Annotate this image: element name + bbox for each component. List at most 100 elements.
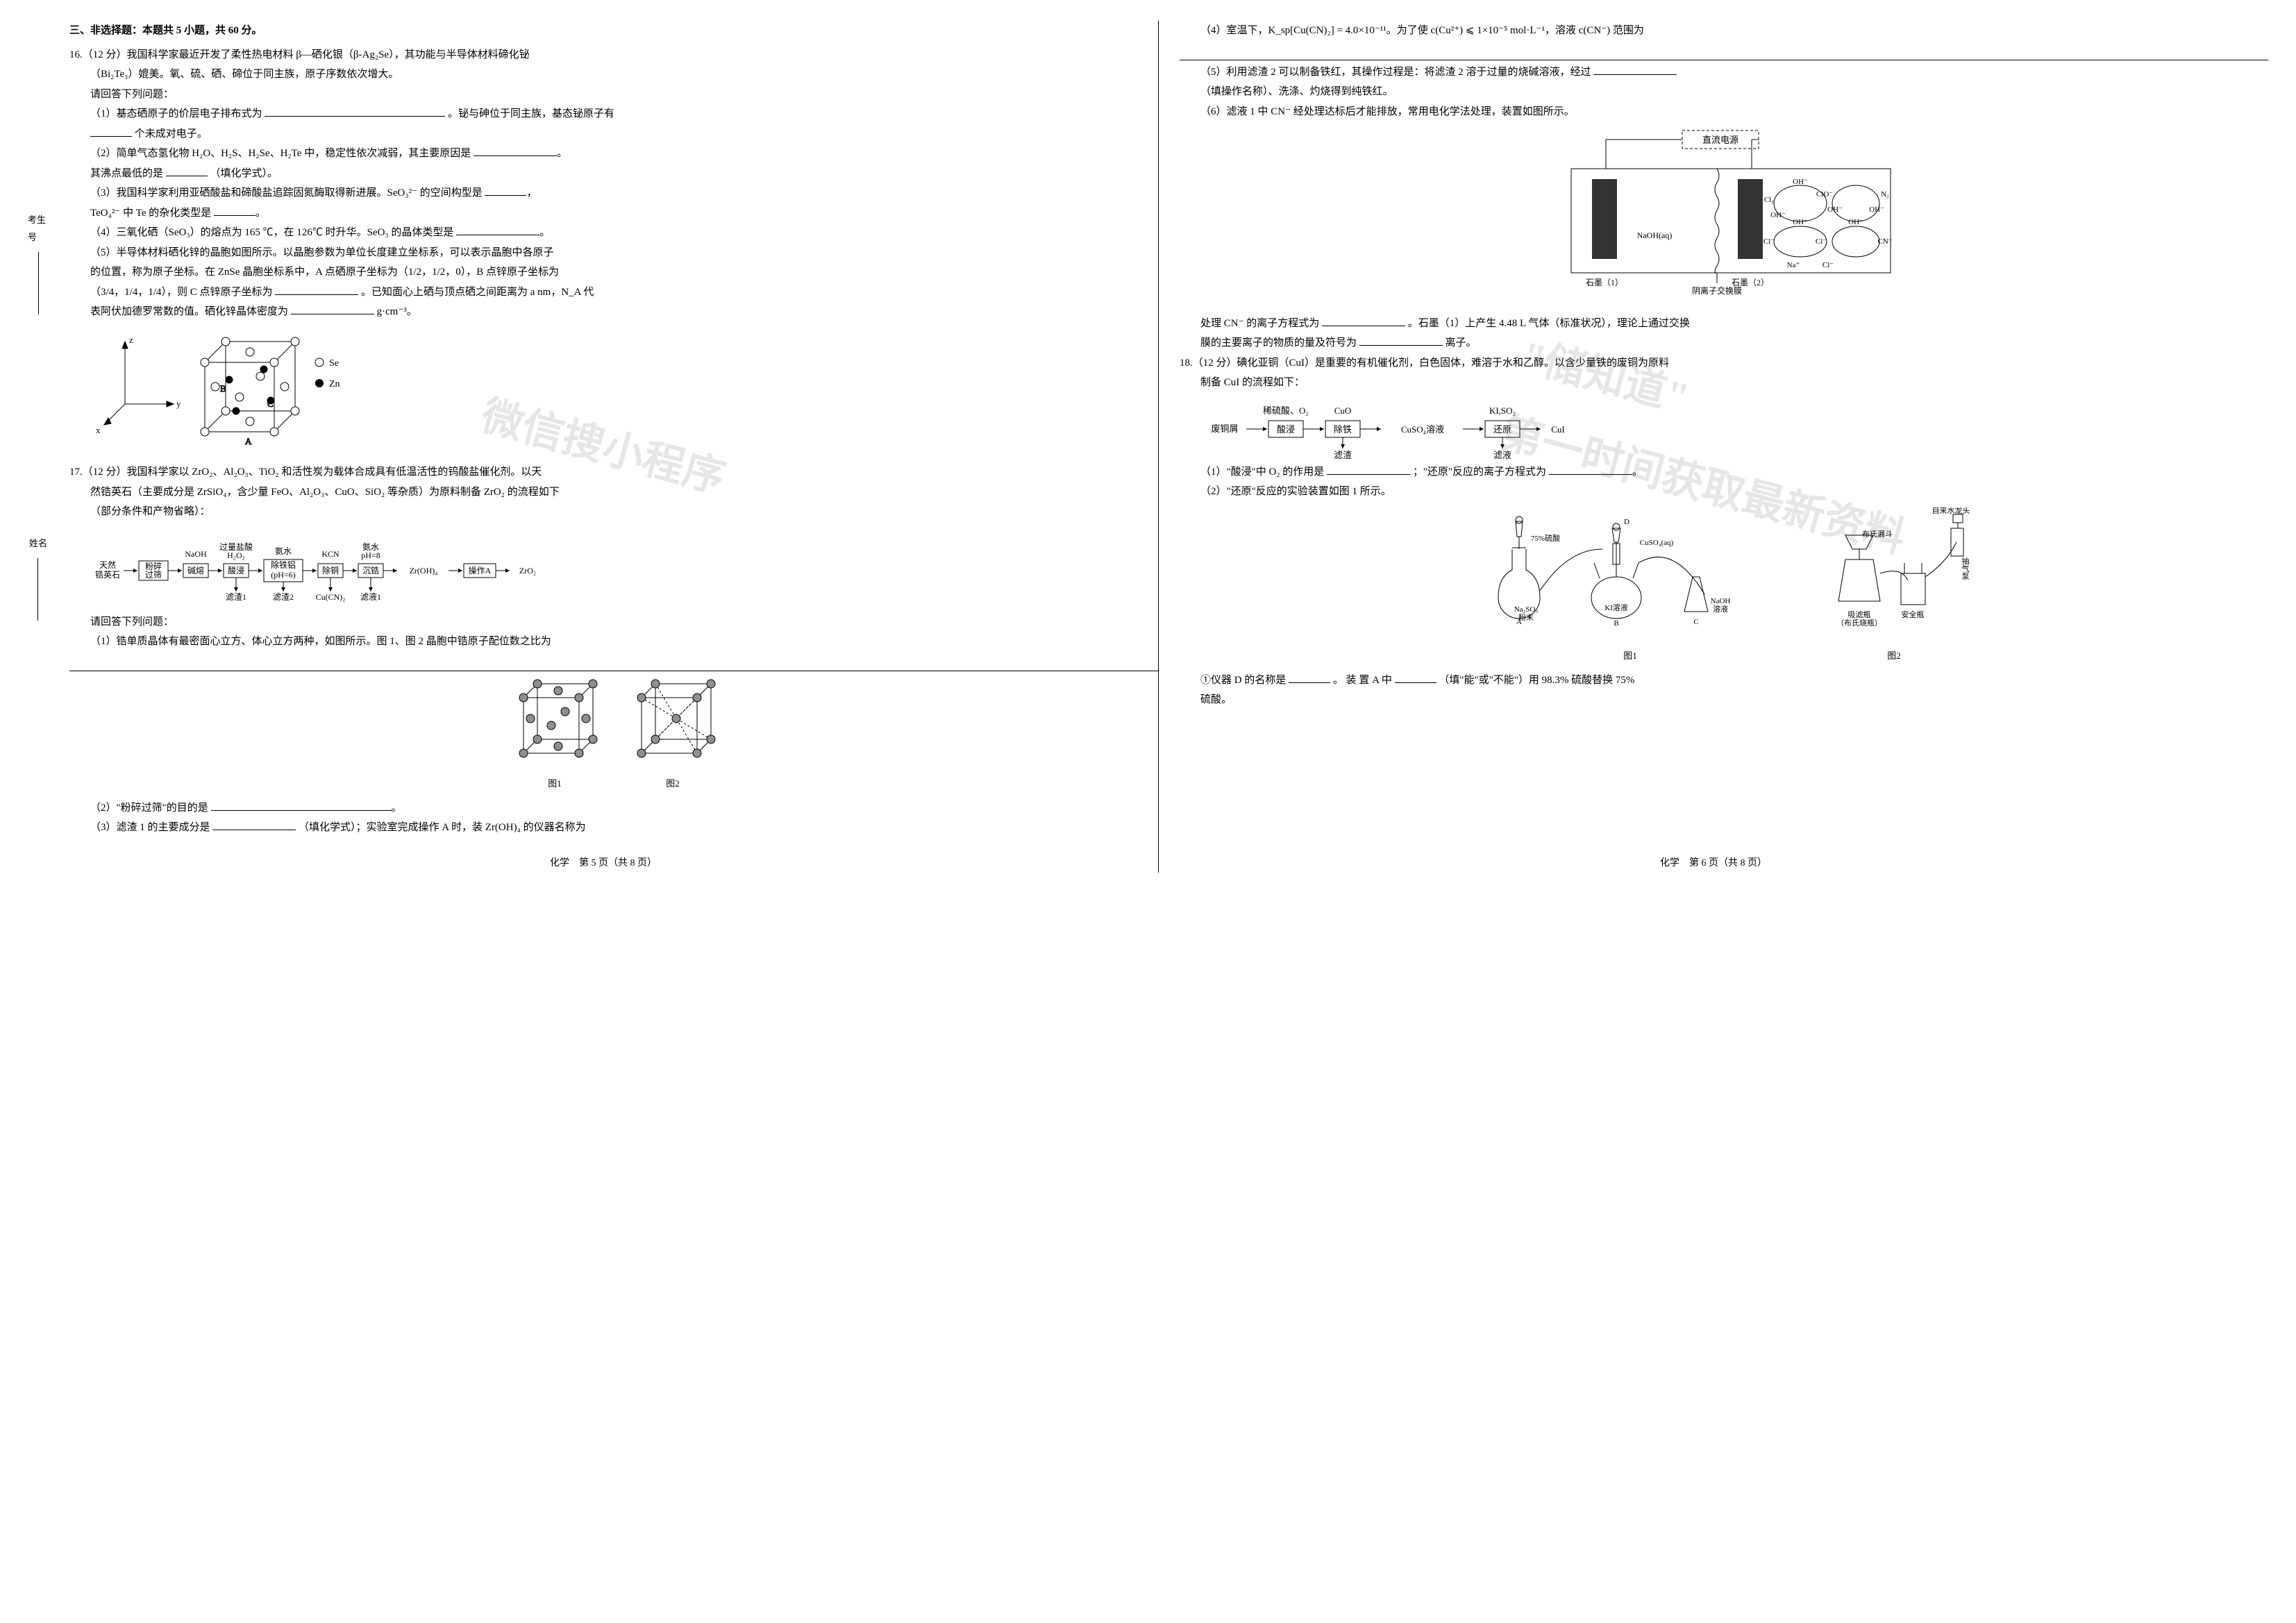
blank bbox=[211, 800, 392, 811]
section-header: 三、非选择题：本题共 5 小题，共 60 分。 bbox=[69, 21, 1137, 41]
q17-p6b: 处理 CN⁻ 的离子方程式为 。石墨（1）上产生 4.48 L 气体（标准状况）… bbox=[1180, 314, 2247, 334]
svg-text:过筛: 过筛 bbox=[145, 569, 162, 580]
q18-p1: （1）"酸浸"中 O₂ 的作用是 ；"还原"反应的离子方程式为 。 bbox=[1180, 462, 2247, 482]
svg-text:KCN: KCN bbox=[321, 549, 340, 559]
r-p6c2: 离子。 bbox=[1446, 337, 1477, 348]
page-5: 微信搜小程序 三、非选择题：本题共 5 小题，共 60 分。 16.（12 分）… bbox=[49, 21, 1158, 873]
q18-flow: 废铜屑 酸浸 稀硫酸、O₂ 除铁 CuO 滤渣 CuSO₄溶液 还原 KI,S bbox=[1180, 393, 2247, 462]
svg-text:H₂O₂: H₂O₂ bbox=[227, 550, 245, 560]
page-6: "储知道" 第一时间获取最新资料 （4）室温下，K_sp[Cu(CN)₂] = … bbox=[1159, 21, 2268, 873]
svg-text:OH⁻: OH⁻ bbox=[1848, 218, 1863, 226]
blank bbox=[291, 303, 374, 314]
q18-caption2: 图2 bbox=[1818, 648, 1970, 665]
q16-p4: （4）三氧化硒（SeO₃）的熔点为 165 ℃，在 126℃ 时升华。SeO₃ … bbox=[69, 223, 1137, 243]
q18-line1: 18.（12 分）碘化亚铜（CuI）是重要的有机催化剂，白色固体，难溶于水和乙醇… bbox=[1180, 353, 2247, 373]
svg-text:石墨（1）: 石墨（1） bbox=[1586, 278, 1623, 287]
q18: 18.（12 分）碘化亚铜（CuI）是重要的有机催化剂，白色固体，难溶于水和乙醇… bbox=[1180, 353, 2247, 710]
q17-ask: 请回答下列问题： bbox=[69, 612, 1137, 632]
svg-text:滤液1: 滤液1 bbox=[360, 591, 381, 602]
blank bbox=[90, 126, 132, 137]
svg-text:Cu(CN)₂: Cu(CN)₂ bbox=[316, 592, 346, 602]
svg-text:滤渣1: 滤渣1 bbox=[226, 592, 246, 602]
svg-text:酸浸: 酸浸 bbox=[1277, 424, 1295, 435]
svg-text:B: B bbox=[1614, 619, 1618, 628]
electrolysis-diagram: 直流电源 阴离子交换膜 石墨（1） NaOH(aq) 石墨（2） bbox=[1200, 127, 2247, 308]
svg-text:Cl⁻: Cl⁻ bbox=[1763, 237, 1775, 246]
q18-line2: 制备 CuI 的流程如下： bbox=[1180, 373, 2247, 393]
q16-p5d: 。已知面心上硒与顶点硒之间距离为 a nm，N_A 代 bbox=[361, 287, 594, 298]
svg-text:A: A bbox=[245, 436, 252, 446]
svg-text:(pH=6): (pH=6) bbox=[271, 570, 295, 580]
svg-text:氨水: 氨水 bbox=[275, 546, 292, 556]
svg-text:滤渣2: 滤渣2 bbox=[273, 592, 294, 602]
blank bbox=[265, 106, 445, 117]
svg-text:自来水龙头: 自来水龙头 bbox=[1932, 507, 1970, 515]
svg-text:CN⁻: CN⁻ bbox=[1877, 237, 1892, 246]
q17-p2: （2）"粉碎过筛"的目的是 。 bbox=[69, 798, 1137, 818]
blank bbox=[1549, 464, 1632, 475]
q16-p5f: g·cm⁻³。 bbox=[377, 306, 417, 317]
svg-text:除铁铝: 除铁铝 bbox=[271, 560, 296, 570]
svg-text:C: C bbox=[267, 398, 274, 409]
svg-text:y: y bbox=[176, 398, 181, 409]
r-p6c: 膜的主要离子的物质的量及符号为 bbox=[1200, 337, 1357, 348]
svg-text:粉末: 粉末 bbox=[1518, 612, 1534, 622]
q16-p2a: （2）简单气态氢化物 H₂O、H₂S、H₂Se、H₂Te 中，稳定性依次减弱，其… bbox=[90, 148, 471, 159]
svg-text:Na⁺: Na⁺ bbox=[1787, 261, 1800, 269]
svg-text:酸浸: 酸浸 bbox=[228, 565, 244, 575]
blank bbox=[212, 819, 296, 830]
svg-text:B: B bbox=[220, 383, 226, 394]
blank bbox=[1327, 464, 1410, 475]
blank bbox=[1359, 335, 1443, 346]
q16-line2: （Bi₂Te₃）媲美。氧、硫、硒、碲位于同主族，原子序数依次增大。 bbox=[69, 65, 1137, 85]
q16-p5c: （3/4，1/4，1/4），则 C 点锌原子坐标为 bbox=[90, 287, 273, 298]
q18-q1d: 硫酸。 bbox=[1180, 690, 2247, 710]
r-p6ba: 处理 CN⁻ 的离子方程式为 bbox=[1200, 318, 1319, 329]
q17-diagrams: 图1 bbox=[90, 677, 1137, 793]
q16-diagram: z y x bbox=[90, 328, 1137, 453]
svg-text:Zr(OH)₄: Zr(OH)₄ bbox=[410, 566, 438, 575]
q17-flow: 天然锆英石 粉碎过筛 碱熔 NaOH 酸浸 过量盐酸H₂O₂ 滤渣1 除铁铝 bbox=[69, 522, 1137, 612]
q17-p6c: 膜的主要离子的物质的量及符号为 离子。 bbox=[1180, 333, 2247, 353]
side-name: 姓名 bbox=[29, 535, 47, 553]
q16-p2b: 其沸点最低的是 bbox=[90, 168, 163, 179]
q16: 16.（12 分）我国科学家最近开发了柔性热电材料 β—硒化银（β-Ag₂Se）… bbox=[69, 45, 1137, 459]
q16-p1c-row: 个未成对电子。 bbox=[69, 124, 1137, 144]
q16-p5a: （5）半导体材料硒化锌的晶胞如图所示。以晶胞参数为单位长度建立坐标系，可以表示晶… bbox=[90, 243, 1137, 263]
q18-apparatus: 75%硫酸 A Na₂SO₃粉末 B KI溶液 D CuSO₄(aq) C Na… bbox=[1200, 507, 2247, 665]
blank bbox=[214, 205, 255, 216]
svg-text:Cl⁻: Cl⁻ bbox=[1816, 237, 1827, 246]
svg-text:溶液: 溶液 bbox=[1713, 604, 1728, 614]
q18-q1b: 。 装 置 A 中 bbox=[1333, 675, 1392, 686]
blank bbox=[69, 654, 1158, 671]
q17-p3a: （3）滤渣 1 的主要成分是 bbox=[90, 822, 210, 833]
q17-p3b: （填化学式）；实验室完成操作 A 时，装 Zr(OH)₄ 的仪器名称为 bbox=[299, 822, 586, 833]
blank bbox=[166, 165, 208, 176]
q18-q1a: ①仪器 D 的名称是 bbox=[1200, 675, 1286, 686]
footer-5: 化学 第 5 页（共 8 页） bbox=[69, 842, 1137, 873]
r-p6a: （6）滤液 1 中 CN⁻ 经处理达标后才能排放，常用电化学法处理，装置如图所示… bbox=[1180, 102, 2247, 122]
q16-p2b-row: 其沸点最低的是 （填化学式）。 bbox=[69, 164, 1137, 184]
svg-text:NaOH(aq): NaOH(aq) bbox=[1637, 230, 1673, 240]
footer-6: 化学 第 6 页（共 8 页） bbox=[1180, 842, 2247, 873]
svg-text:天然: 天然 bbox=[99, 560, 116, 570]
svg-text:CuO: CuO bbox=[1334, 405, 1352, 416]
svg-text:OH⁻: OH⁻ bbox=[1793, 178, 1808, 186]
svg-text:滤渣: 滤渣 bbox=[1334, 450, 1352, 460]
svg-text:KI,SO₂: KI,SO₂ bbox=[1489, 405, 1516, 416]
q17-line2: 然锆英石（主要成分是 ZrSiO₄，含少量 FeO、Al₂O₃、CuO、SiO₂… bbox=[69, 482, 1137, 503]
svg-text:（布氏烧瓶）: （布氏烧瓶） bbox=[1836, 618, 1882, 628]
svg-text:滤液: 滤液 bbox=[1493, 450, 1511, 460]
svg-text:NaOH: NaOH bbox=[185, 549, 207, 559]
svg-text:75%硫酸: 75%硫酸 bbox=[1531, 533, 1560, 543]
svg-text:还原: 还原 bbox=[1493, 424, 1511, 435]
blank bbox=[1593, 64, 1677, 75]
svg-text:CuSO₄溶液: CuSO₄溶液 bbox=[1401, 424, 1444, 435]
q16-p5e: 表阿伏加德罗常数的值。硒化锌晶体密度为 bbox=[90, 306, 288, 317]
blank bbox=[1322, 315, 1405, 326]
svg-text:CuSO₄(aq): CuSO₄(aq) bbox=[1640, 539, 1674, 547]
q16-p1: （1）基态硒原子的价层电子排布式为 。铋与砷位于同主族，基态铋原子有 bbox=[69, 104, 1137, 124]
svg-text:稀硫酸、O₂: 稀硫酸、O₂ bbox=[1263, 405, 1309, 416]
q16-line1: 16.（12 分）我国科学家最近开发了柔性热电材料 β—硒化银（β-Ag₂Se）… bbox=[69, 45, 1137, 65]
svg-text:D: D bbox=[1624, 518, 1629, 526]
